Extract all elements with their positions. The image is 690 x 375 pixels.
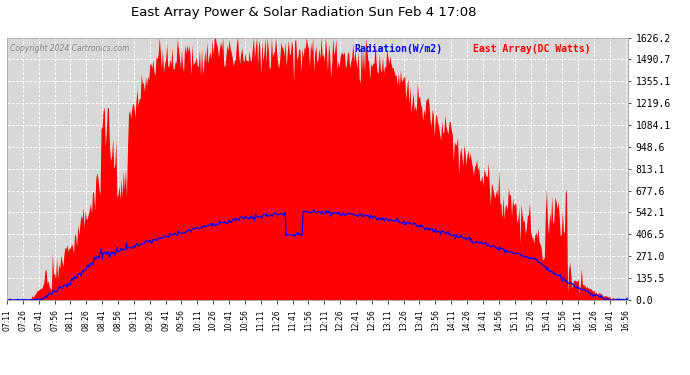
- Text: Radiation(W/m2): Radiation(W/m2): [355, 44, 443, 54]
- Text: East Array(DC Watts): East Array(DC Watts): [473, 44, 590, 54]
- Text: East Array Power & Solar Radiation Sun Feb 4 17:08: East Array Power & Solar Radiation Sun F…: [131, 6, 476, 19]
- Text: Copyright 2024 Cartronics.com: Copyright 2024 Cartronics.com: [10, 44, 130, 53]
